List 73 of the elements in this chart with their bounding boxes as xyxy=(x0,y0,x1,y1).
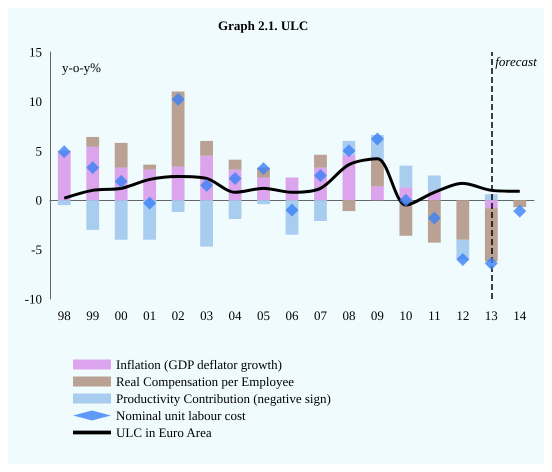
bar xyxy=(399,166,412,188)
chart-title: Graph 2.1. ULC xyxy=(218,18,308,33)
bar xyxy=(114,142,128,168)
bar xyxy=(172,166,185,200)
bar xyxy=(456,200,470,240)
y-tick-label: -10 xyxy=(24,292,42,306)
x-tick-label: 02 xyxy=(172,308,185,323)
x-tick-label: 01 xyxy=(143,308,156,323)
x-tick-label: 11 xyxy=(428,308,441,323)
bar xyxy=(228,160,242,170)
point xyxy=(513,204,526,218)
legend-label: Productivity Contribution (negative sign) xyxy=(116,391,331,406)
point xyxy=(143,196,156,210)
bar xyxy=(314,200,327,221)
point xyxy=(370,132,384,146)
point xyxy=(257,162,270,176)
point xyxy=(314,169,327,182)
y-tick-label: 10 xyxy=(29,94,42,109)
bar xyxy=(314,154,327,168)
point xyxy=(114,174,128,188)
x-tick-label: 04 xyxy=(228,308,242,323)
x-tick-label: 14 xyxy=(513,308,527,323)
bar xyxy=(371,160,384,186)
point xyxy=(286,204,298,217)
bar xyxy=(342,154,356,200)
point xyxy=(200,178,214,192)
bar xyxy=(86,136,100,147)
y-tick-label: 5 xyxy=(36,143,42,158)
legend-label: ULC in Euro Area xyxy=(116,425,212,440)
point xyxy=(58,145,71,158)
point xyxy=(228,172,242,185)
x-tick-label: 99 xyxy=(86,308,100,323)
point xyxy=(456,252,470,266)
point xyxy=(399,194,412,207)
legend-label: Inflation (GDP deflator growth) xyxy=(116,357,282,372)
y-tick-label: 0 xyxy=(36,192,42,208)
x-tick-label: 00 xyxy=(114,308,128,323)
point xyxy=(342,144,356,158)
bar xyxy=(143,164,156,170)
bar xyxy=(257,200,270,204)
point xyxy=(86,161,100,174)
legend-label: Real Compensation per Employee xyxy=(116,374,294,389)
bar xyxy=(86,200,100,230)
bar xyxy=(172,92,185,167)
x-tick-label: 09 xyxy=(370,308,384,323)
x-tick-label: 08 xyxy=(342,308,356,323)
x-tick-label: 06 xyxy=(286,308,299,323)
x-tick-label: 12 xyxy=(456,308,470,323)
point xyxy=(172,92,185,106)
bar xyxy=(58,200,71,206)
bar xyxy=(172,200,185,212)
bar xyxy=(428,176,441,192)
bar xyxy=(200,140,213,156)
bar xyxy=(484,200,498,208)
bar xyxy=(513,200,526,208)
x-tick-label: 05 xyxy=(257,308,270,323)
y-axis-title: y-o-y% xyxy=(62,60,102,75)
x-tick-label: 10 xyxy=(399,308,412,323)
bar xyxy=(371,186,384,200)
point xyxy=(484,256,498,270)
point xyxy=(428,211,441,224)
y-tick-label: 15 xyxy=(29,44,42,60)
ref-line-label: forecast xyxy=(495,54,538,69)
x-tick-label: 07 xyxy=(314,308,328,323)
bar xyxy=(200,200,213,247)
y-tick-label: -5 xyxy=(31,242,42,258)
bar xyxy=(114,200,128,240)
bar xyxy=(342,200,356,212)
bar xyxy=(228,200,242,219)
x-tick-label: 03 xyxy=(200,308,214,323)
x-tick-label: 98 xyxy=(58,308,71,323)
legend-label: Nominal unit labour cost xyxy=(116,408,246,423)
x-tick-label: 13 xyxy=(484,308,498,323)
